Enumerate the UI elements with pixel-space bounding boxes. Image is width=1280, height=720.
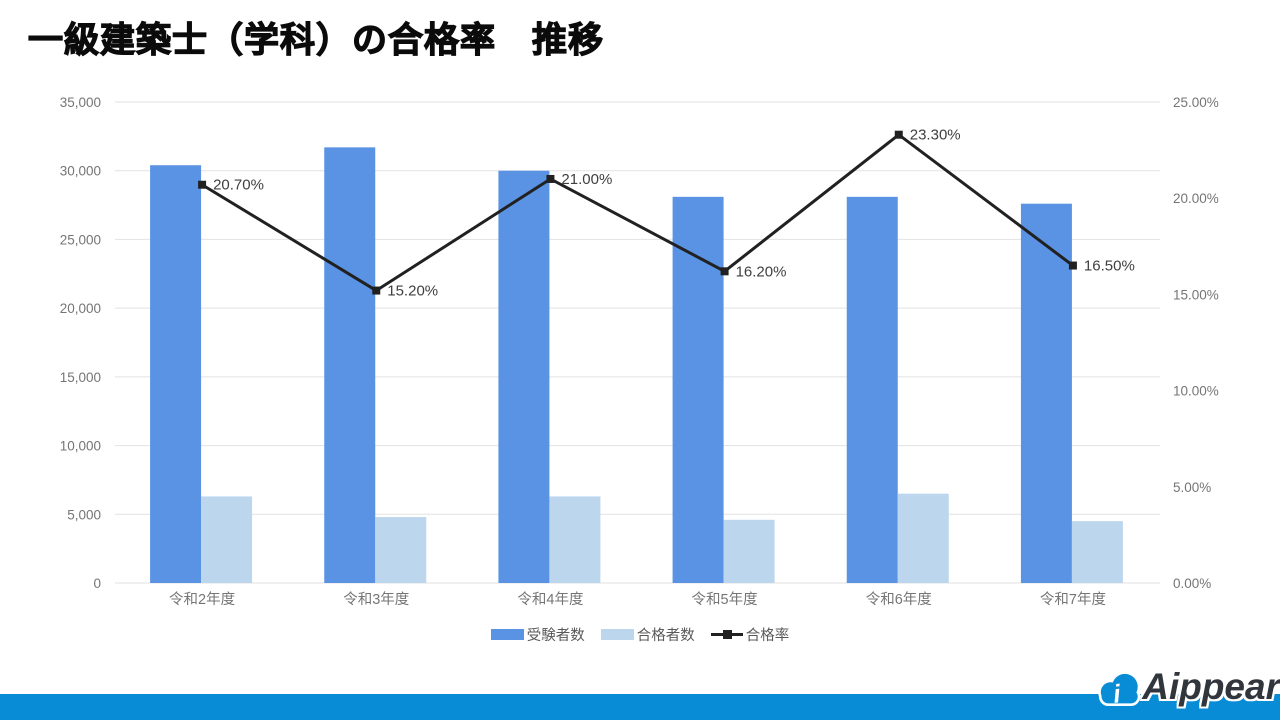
x-axis-label: 令和2年度	[169, 591, 235, 608]
x-axis-label: 令和7年度	[1040, 591, 1106, 608]
left-axis-tick-label: 30,000	[60, 164, 101, 179]
right-axis-tick-label: 0.00%	[1173, 576, 1211, 591]
pass-rate-data-label: 15.20%	[387, 283, 438, 300]
cloud-icon: i	[1098, 671, 1141, 709]
left-axis-tick-label: 0	[93, 576, 101, 591]
x-axis-label: 令和5年度	[692, 591, 758, 608]
right-axis-tick-label: 10.00%	[1173, 384, 1219, 399]
legend-label-pass-rate: 合格率	[745, 628, 790, 644]
left-axis-tick-label: 15,000	[60, 370, 101, 385]
pass-rate-line-swatch	[710, 629, 743, 640]
footer-band	[0, 694, 1280, 720]
combo-chart: 0 5,000 10,000 15,000 20,000 25,000 30,000 35,0…	[0, 88, 1280, 623]
pass-rate-data-label: 16.50%	[1084, 258, 1135, 275]
pass-rate-line	[201, 132, 1074, 293]
chart-legend: 受験者数 合格者数 合格率	[0, 624, 1280, 645]
examinees-bar	[1020, 203, 1072, 583]
passers-bar	[375, 517, 427, 583]
logo-text: Aippear	[1142, 666, 1280, 707]
legend-item-examinees: 受験者数	[490, 624, 585, 645]
x-axis-label: 令和4年度	[517, 591, 583, 608]
passers-bar	[201, 496, 253, 583]
right-axis-tick-label: 15.00%	[1173, 287, 1219, 302]
left-axis-tick-label: 10,000	[60, 439, 101, 454]
examinees-bar	[150, 165, 202, 583]
examinees-bar	[324, 147, 376, 583]
passers-bar	[549, 496, 601, 583]
left-axis-tick-label: 35,000	[60, 95, 101, 110]
pass-rate-data-label: 21.00%	[561, 171, 612, 188]
pass-rate-data-label: 23.30%	[910, 127, 961, 144]
page-title: 一級建築士（学科）の合格率 推移	[27, 20, 605, 60]
legend-label-examinees: 受験者数	[526, 628, 585, 644]
passers-bar	[897, 493, 949, 583]
aippear-logo: i Aippear	[1094, 660, 1280, 718]
examinees-bar	[846, 196, 898, 583]
pass-rate-marker	[720, 267, 729, 276]
right-axis-tick-label: 20.00%	[1173, 191, 1219, 206]
pass-rate-marker	[198, 180, 207, 189]
pass-rate-marker	[372, 286, 381, 295]
right-axis-tick-label: 25.00%	[1173, 95, 1219, 110]
left-axis-tick-label: 5,000	[67, 507, 101, 522]
right-axis-tick-label: 5.00%	[1173, 480, 1211, 495]
x-axis-label: 令和6年度	[866, 591, 932, 608]
x-axis-label: 令和3年度	[343, 591, 409, 608]
passers-bar	[1071, 521, 1123, 583]
pass-rate-marker	[546, 174, 555, 183]
passers-bar	[723, 519, 775, 583]
pass-rate-marker	[894, 130, 903, 139]
left-axis-tick-label: 25,000	[60, 232, 101, 247]
examinees-bar	[498, 170, 550, 583]
chart-canvas: 0 5,000 10,000 15,000 20,000 25,000 30,000 35,0…	[60, 95, 1219, 608]
legend-item-pass-rate: 合格率	[710, 624, 790, 645]
passers-swatch	[600, 629, 634, 640]
pass-rate-data-label: 20.70%	[213, 177, 264, 194]
legend-label-passers: 合格者数	[636, 628, 695, 644]
legend-item-passers: 合格者数	[600, 624, 695, 645]
svg-text:i: i	[1112, 680, 1123, 709]
pass-rate-marker	[1068, 261, 1077, 270]
examinees-bar	[672, 196, 724, 583]
left-axis-tick-label: 20,000	[60, 301, 101, 316]
pass-rate-data-label: 16.20%	[736, 263, 787, 280]
examinees-swatch	[490, 629, 524, 640]
